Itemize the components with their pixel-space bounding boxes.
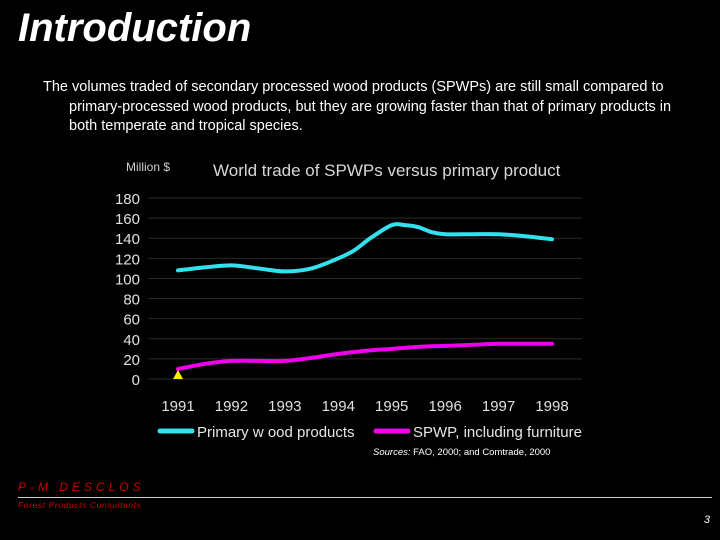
y-tick-label: 140	[115, 231, 140, 248]
legend-label-1: SPWP, including furniture	[413, 424, 582, 441]
y-tick-label: 40	[123, 332, 140, 349]
chart-title: World trade of SPWPs versus primary prod…	[213, 161, 561, 180]
sources-text: FAO, 2000; and Comtrade, 2000	[410, 447, 551, 458]
y-tick-label: 180	[115, 191, 140, 208]
slide-title: Introduction	[18, 6, 252, 50]
sources-label: Sources:	[373, 447, 411, 458]
brand-name: P-M DESCLOS	[18, 480, 145, 494]
x-tick-label: 1996	[428, 398, 461, 415]
intro-paragraph: The volumes traded of secondary processe…	[43, 79, 672, 134]
sources-note: Sources: FAO, 2000; and Comtrade, 2000	[373, 447, 550, 458]
y-tick-label: 20	[123, 352, 140, 369]
page-number: 3	[703, 514, 710, 526]
start-marker	[173, 370, 183, 379]
y-tick-label: 100	[115, 271, 140, 288]
footer-divider	[18, 497, 712, 498]
y-tick-label: 120	[115, 251, 140, 268]
y-tick-label: 60	[123, 312, 140, 329]
x-tick-label: 1991	[161, 398, 194, 415]
series-line-spwp	[176, 341, 554, 371]
x-tick-label: 1997	[482, 398, 515, 415]
legend-label-0: Primary w ood products	[197, 424, 355, 441]
chart-ylabel: Million $	[126, 160, 170, 174]
x-tick-label: 1992	[215, 398, 248, 415]
y-tick-label: 80	[123, 292, 140, 309]
x-tick-label: 1998	[535, 398, 568, 415]
series-line-primary	[176, 222, 554, 274]
y-tick-label: 160	[115, 211, 140, 228]
brand-subtitle: Forest Products Consultants	[18, 500, 142, 510]
y-tick-label: 0	[132, 372, 140, 389]
x-tick-label: 1995	[375, 398, 408, 415]
x-tick-label: 1994	[322, 398, 355, 415]
x-tick-label: 1993	[268, 398, 301, 415]
